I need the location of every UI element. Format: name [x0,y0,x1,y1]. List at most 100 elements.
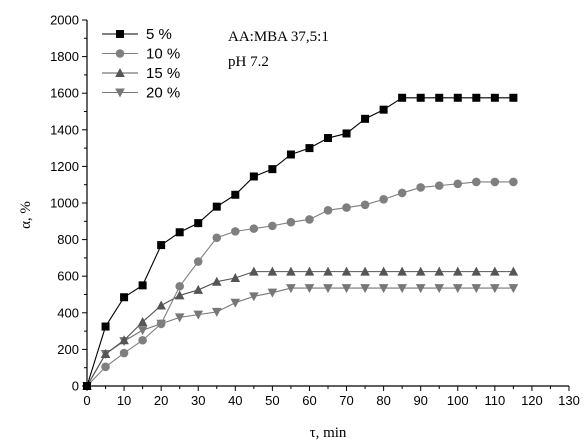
data-point [416,93,425,102]
x-tick-label: 60 [302,393,316,408]
x-axis-title: τ, min [310,425,347,441]
x-tick-label: 100 [447,393,469,408]
y-tick-label: 1400 [50,122,79,137]
data-point [120,293,129,302]
legend-item: 15 % [102,65,180,82]
data-point [231,227,240,236]
x-tick-label: 20 [154,393,168,408]
data-point [379,105,388,114]
data-point [211,307,222,317]
data-point [471,266,482,276]
x-tick-label: 10 [117,393,131,408]
data-point [415,284,426,294]
data-point [416,183,425,192]
data-point [193,310,204,320]
data-point [286,284,296,294]
data-point [193,284,204,294]
data-point [397,188,407,198]
series-15-percent [82,266,519,390]
legend-label: 20 % [146,85,180,102]
data-point [324,134,332,143]
data-point [304,266,315,276]
data-point [194,219,203,228]
data-point [305,215,314,224]
data-point [472,177,481,187]
data-point [453,93,462,102]
data-point [175,228,184,237]
data-point [230,273,241,283]
data-point [342,203,351,212]
data-point [304,284,315,294]
data-point [452,266,463,276]
data-point [360,284,370,294]
data-point [360,266,370,276]
data-point [509,177,518,187]
legend-marker [115,68,125,77]
data-point [341,284,352,294]
legend-marker [115,49,125,58]
data-point [490,93,499,102]
series-layer [82,93,519,391]
data-point [231,190,240,199]
data-point [119,335,129,345]
data-point [286,266,296,276]
y-tick-label: 1800 [50,49,79,64]
data-point [249,224,259,233]
data-point [212,202,221,211]
data-point [378,284,389,294]
data-point [156,319,166,329]
data-point [249,266,259,276]
data-point [471,284,482,294]
x-tick-label: 40 [228,393,242,408]
x-tick-label: 70 [339,393,353,408]
data-point [397,266,407,276]
legend: 5 % 10 % 15 % 20 % [102,26,180,102]
data-point [305,144,314,153]
data-point [286,150,295,159]
data-point [83,382,91,390]
data-point [212,233,222,243]
data-point [434,284,445,294]
x-tick-label: 50 [265,393,279,408]
legend-label: 15 % [146,65,180,82]
x-tick-label: 80 [376,393,390,408]
axes: 0 10 20 30 40 50 60 70 80 90 100 110 120 130 0 200 400 60… [50,13,580,409]
data-point [509,93,518,102]
data-point [398,93,407,102]
y-tick-label: 1000 [50,196,79,211]
data-point [211,276,222,286]
data-point [230,298,241,308]
annotation-ratio: AA:MBA 37,5:1 [228,29,329,45]
data-point [174,313,185,323]
series-line [86,287,514,387]
data-point [193,257,203,266]
data-point [490,266,500,276]
data-point [452,284,463,294]
data-point [490,177,500,187]
data-point [174,290,185,300]
data-point [137,316,148,326]
data-point [415,266,426,276]
y-tick-label: 800 [57,232,79,247]
data-point [435,93,444,102]
legend-item: 5 % [102,26,172,43]
series-10-percent [82,177,518,391]
legend-label: 10 % [146,46,180,63]
data-point [342,129,351,138]
data-point [341,266,352,276]
legend-marker [116,30,124,38]
series-5-percent [83,93,518,390]
data-point [490,284,500,294]
x-tick-label: 130 [558,393,580,408]
data-point [397,284,407,294]
data-point [361,114,370,123]
y-tick-label: 1600 [50,86,79,101]
data-point [157,241,166,250]
legend-item: 10 % [102,46,180,63]
annotation-ph: pH 7.2 [228,54,269,70]
legend-marker [115,88,125,98]
x-tick-label: 30 [191,393,205,408]
data-point [156,300,166,310]
x-tick-label: 0 [83,393,90,408]
y-tick-label: 0 [72,379,79,394]
